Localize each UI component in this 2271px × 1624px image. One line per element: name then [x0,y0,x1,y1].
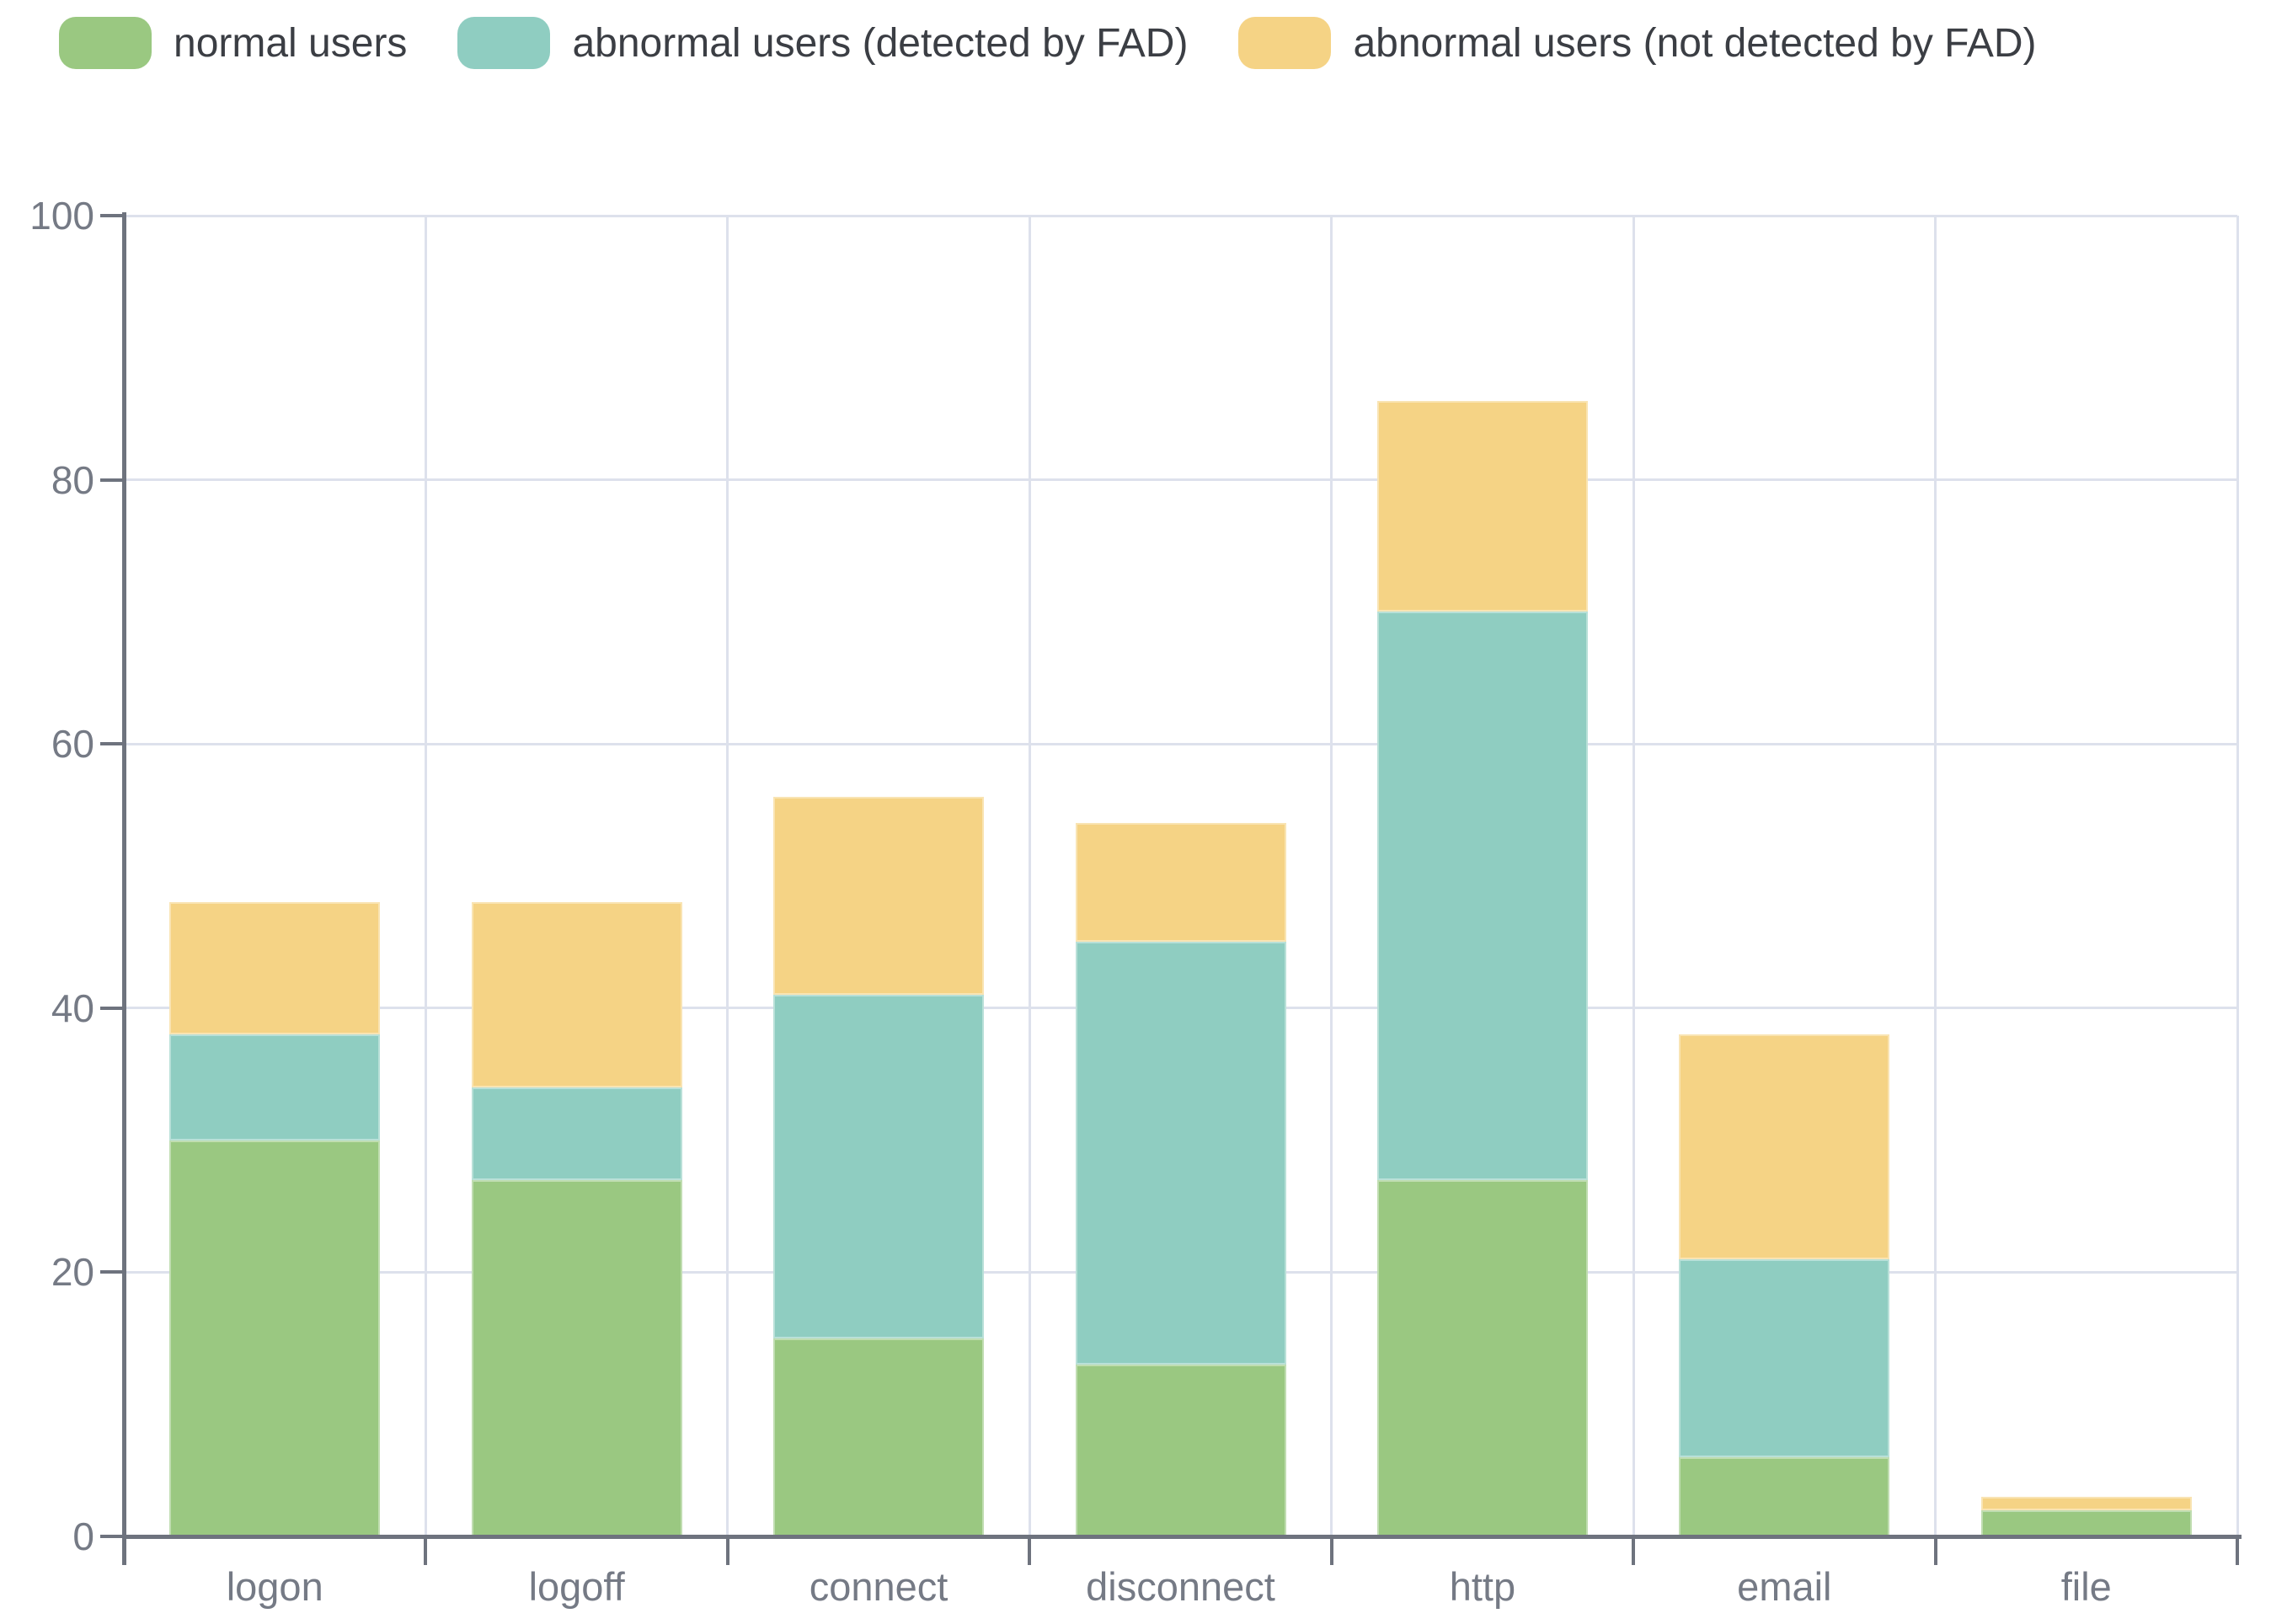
legend-swatch-detected [457,17,551,69]
category-gridline-4 [1330,216,1333,1536]
legend-swatch-normal [59,17,152,69]
category-gridline-3 [1028,216,1031,1536]
bar-disconnect-normal[interactable] [1075,1365,1286,1536]
y-tick-80 [100,478,124,482]
legend-swatch-not-detected [1238,17,1332,69]
bar-http-not-detected[interactable] [1376,400,1588,612]
x-tick-1 [424,1538,428,1565]
x-label-email: email [1737,1564,1832,1609]
legend-label-detected: abnormal users (detected by FAD) [572,20,1189,66]
x-label-disconnect: disconnect [1086,1564,1275,1609]
bar-connect-detected[interactable] [773,995,985,1338]
y-axis-line [121,212,126,1565]
bar-connect-normal[interactable] [773,1338,985,1536]
x-tick-5 [1632,1538,1636,1565]
y-tick-label-40: 40 [51,986,94,1030]
x-tick-6 [1933,1538,1937,1565]
legend-item-not-detected[interactable]: abnormal users (not detected by FAD) [1238,17,2037,69]
bar-http-detected[interactable] [1376,612,1588,1180]
legend-item-normal[interactable]: normal users [59,17,407,69]
y-tick-0 [100,1535,124,1538]
x-label-connect: connect [809,1564,948,1609]
bar-email-normal[interactable] [1679,1456,1890,1536]
y-tick-100 [100,214,124,217]
y-gridline-100 [126,214,2237,217]
legend-label-normal: normal users [174,20,408,66]
category-gridline-5 [1632,216,1635,1536]
bar-connect-not-detected[interactable] [773,796,985,996]
x-label-http: http [1449,1564,1516,1609]
y-tick-label-100: 100 [29,194,94,238]
x-label-file: file [2060,1564,2112,1609]
category-gridline-7 [2236,216,2239,1536]
chart-legend: normal users abnormal users (detected by … [59,17,2087,69]
bar-http-normal[interactable] [1376,1179,1588,1536]
y-gridline-60 [126,742,2237,745]
legend-item-detected[interactable]: abnormal users (detected by FAD) [457,17,1188,69]
y-tick-60 [100,742,124,746]
bar-email-detected[interactable] [1679,1258,1890,1457]
category-gridline-2 [726,216,729,1536]
category-gridline-1 [424,216,427,1536]
bar-logoff-normal[interactable] [471,1179,682,1536]
bar-disconnect-not-detected[interactable] [1075,823,1286,943]
bar-logon-detected[interactable] [169,1034,381,1141]
x-label-logon: logon [226,1564,323,1609]
x-label-logoff: logoff [528,1564,625,1609]
x-axis-line [121,1534,2242,1539]
y-tick-20 [100,1270,124,1274]
category-gridline-6 [1934,216,1937,1536]
x-tick-3 [1028,1538,1032,1565]
x-tick-7 [2236,1538,2239,1565]
bar-logon-not-detected[interactable] [169,902,381,1035]
x-tick-0 [122,1538,126,1565]
x-tick-2 [725,1538,729,1565]
y-tick-label-20: 20 [51,1250,94,1295]
bar-file-normal[interactable] [1980,1509,2192,1536]
bar-logoff-detected[interactable] [471,1087,682,1180]
y-tick-40 [100,1006,124,1010]
bar-disconnect-detected[interactable] [1075,942,1286,1365]
bar-email-not-detected[interactable] [1679,1034,1890,1259]
bar-file-not-detected[interactable] [1980,1496,2192,1510]
x-tick-4 [1329,1538,1333,1565]
bar-logoff-not-detected[interactable] [471,902,682,1087]
y-tick-label-60: 60 [51,722,94,767]
y-gridline-80 [126,478,2237,482]
legend-label-not-detected: abnormal users (not detected by FAD) [1353,20,2037,66]
y-tick-label-80: 80 [51,457,94,502]
y-tick-label-0: 0 [72,1514,94,1558]
bar-logon-normal[interactable] [169,1140,381,1536]
